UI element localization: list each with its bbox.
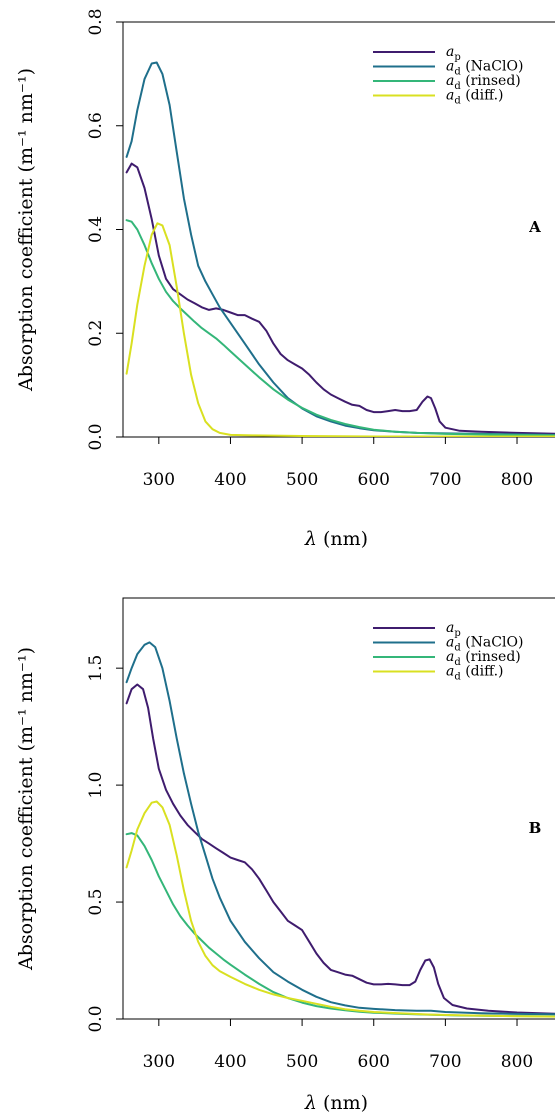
y-tick-label: 0.8 (86, 8, 106, 35)
x-axis-title: λ (nm) (304, 1092, 368, 1114)
x-tick-label: 500 (286, 470, 318, 490)
x-tick-label: 800 (501, 470, 533, 490)
y-tick-label: 0.0 (86, 423, 106, 450)
legend-label-a-d-rinsed: ad (rinsed) (446, 73, 521, 92)
y-tick-label: 1.0 (86, 772, 106, 799)
series-line-a-d-rinsed (125, 832, 555, 1018)
legend-label-a-d-diff: ad (diff.) (446, 88, 503, 107)
x-tick-label: 300 (143, 1052, 175, 1072)
legend-label-a-p: ap (446, 620, 461, 639)
y-tick-label: 0.6 (86, 112, 106, 139)
series-line-a-d-naclo (125, 61, 555, 436)
x-tick-label: 300 (143, 470, 175, 490)
panel-label: B (529, 819, 542, 837)
x-axis-title: λ (nm) (304, 528, 368, 550)
chart-panel-a: 300 400 500 600 700 800 0.0 0.2 0.4 0.6 0.8 λ (nm) A… (15, 8, 555, 550)
legend-label-a-d-naclo: ad (NaClO) (446, 635, 523, 654)
y-tick-label: 0.4 (86, 216, 106, 243)
x-tick-label: 800 (501, 1052, 533, 1072)
legend-label-a-d-diff: ad (diff.) (446, 664, 503, 683)
y-tick-label: 0.5 (86, 889, 106, 916)
x-tick-label: 600 (358, 470, 390, 490)
x-tick-label: 600 (358, 1052, 390, 1072)
x-tick-label: 500 (286, 1052, 318, 1072)
panel-label: A (528, 218, 541, 236)
legend-label-a-p: ap (446, 44, 461, 63)
series-line-a-d-diff (125, 222, 555, 437)
series-line-a-d-diff (125, 800, 555, 1018)
x-tick-label: 400 (214, 470, 246, 490)
series-line-a-d-rinsed (125, 219, 555, 437)
x-tick-label: 700 (429, 470, 461, 490)
x-tick-label: 700 (429, 1052, 461, 1072)
series-line-a-d-naclo (125, 641, 555, 1016)
chart-panel-b: 300 400 500 600 700 800 0.0 0.5 1.0 1.5 λ (nm) Abso… (15, 597, 555, 1114)
series-line-a-p (125, 683, 555, 1015)
x-tick-label: 400 (214, 1052, 246, 1072)
y-axis-title: Absorption coefficient (m⁻¹ nm⁻¹) (15, 68, 37, 392)
legend-label-a-d-rinsed: ad (rinsed) (446, 649, 521, 668)
plot-frame (122, 597, 555, 1020)
y-tick-label: 0.0 (86, 1005, 106, 1032)
y-axis-title: Absorption coefficient (m⁻¹ nm⁻¹) (15, 647, 37, 971)
y-tick-label: 0.2 (86, 320, 106, 347)
series-line-a-p (125, 162, 555, 435)
legend-label-a-d-naclo: ad (NaClO) (446, 59, 523, 78)
y-tick-label: 1.5 (86, 655, 106, 682)
